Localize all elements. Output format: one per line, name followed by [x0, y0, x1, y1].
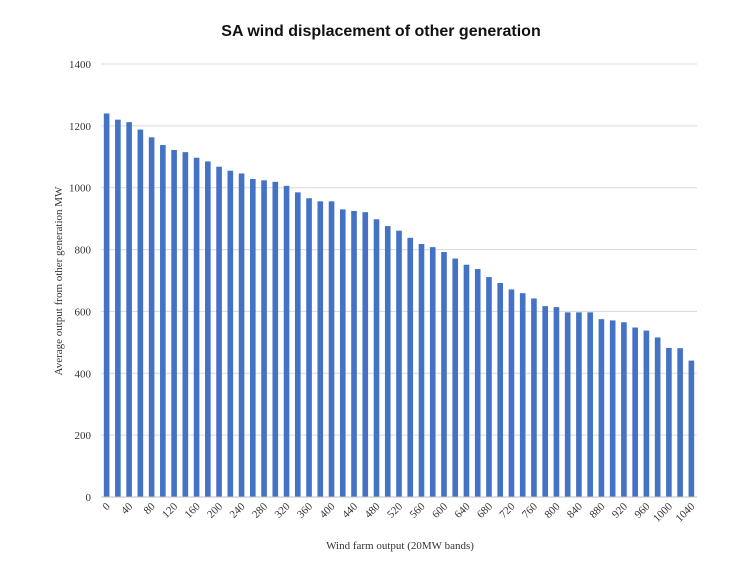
x-tick-label: 80 — [141, 500, 158, 517]
x-tick-label: 880 — [587, 500, 608, 521]
bar-100 — [160, 145, 166, 498]
y-tick-label: 200 — [75, 430, 92, 442]
bar-340 — [294, 192, 301, 497]
bar-140 — [182, 152, 189, 497]
bar-280 — [261, 180, 267, 497]
bar-660 — [474, 269, 481, 497]
bar-160 — [193, 157, 200, 498]
y-tick-label: 800 — [75, 245, 92, 257]
x-tick-label: 40 — [119, 500, 136, 517]
bar-series — [103, 113, 695, 498]
x-axis-title: Wind farm output (20MW bands) — [326, 540, 474, 552]
bar-860 — [587, 312, 593, 497]
bar-500 — [384, 226, 391, 497]
x-tick-label: 160 — [183, 500, 204, 521]
bar-580 — [429, 247, 436, 497]
y-tick-label: 1000 — [69, 183, 92, 195]
x-tick-label: 320 — [273, 500, 294, 521]
bar-720 — [508, 289, 515, 497]
bar-700 — [497, 282, 504, 497]
bar-0 — [103, 113, 110, 497]
bar-480 — [373, 219, 380, 498]
bar-220 — [227, 170, 234, 498]
bar-540 — [407, 237, 414, 497]
bar-880 — [598, 319, 605, 497]
x-axis-tick-labels: 0 40 80 120 160 200 240 280 320 360 400 440 480 520 56… — [100, 500, 697, 524]
x-tick-label: 360 — [295, 500, 316, 521]
bar-900 — [609, 320, 616, 497]
x-tick-label: 280 — [250, 500, 271, 521]
bar-420 — [339, 209, 346, 497]
bar-460 — [362, 212, 369, 497]
x-tick-label: 920 — [610, 500, 631, 521]
y-tick-label: 1400 — [69, 59, 92, 71]
bar-60 — [137, 129, 144, 497]
x-tick-label: 760 — [520, 500, 541, 521]
x-tick-label: 440 — [340, 500, 361, 521]
bar-940 — [632, 327, 638, 497]
y-axis-tick-labels: 0 200 400 600 800 1000 1200 1400 — [69, 59, 92, 504]
x-tick-label: 240 — [228, 500, 249, 521]
bar-1040 — [688, 360, 695, 497]
bar-980 — [654, 337, 661, 497]
bar-200 — [216, 166, 222, 497]
x-tick-label: 1000 — [651, 500, 675, 524]
bar-920 — [621, 322, 627, 497]
bar-240 — [238, 173, 245, 498]
chart-title: SA wind displacement of other generation — [221, 23, 540, 40]
bar-760 — [531, 298, 537, 497]
bar-520 — [396, 230, 402, 497]
bar-300 — [272, 181, 279, 497]
x-tick-label: 560 — [407, 500, 428, 521]
bar-400 — [328, 201, 335, 497]
bar-320 — [283, 185, 290, 497]
bar-680 — [486, 277, 492, 497]
bar-120 — [171, 149, 177, 497]
bar-40 — [126, 122, 132, 497]
x-tick-label: 840 — [565, 500, 586, 521]
y-tick-label: 400 — [75, 368, 92, 380]
bar-80 — [148, 137, 155, 497]
bar-440 — [351, 210, 357, 498]
y-axis-title: Average output from other generation MW — [53, 186, 65, 375]
x-tick-label: 400 — [317, 500, 338, 521]
x-tick-label: 720 — [497, 500, 518, 521]
bar-800 — [553, 307, 560, 497]
y-tick-label: 1200 — [69, 121, 92, 133]
bar-1000 — [666, 347, 672, 497]
x-tick-label: 0 — [100, 500, 113, 513]
bar-820 — [564, 312, 571, 497]
bar-600 — [441, 252, 447, 497]
bar-640 — [463, 264, 470, 497]
x-tick-label: 800 — [542, 500, 563, 521]
bar-780 — [542, 306, 548, 497]
bar-620 — [452, 258, 459, 497]
bar-840 — [576, 312, 582, 497]
y-tick-label: 0 — [86, 492, 92, 504]
x-tick-label: 200 — [205, 500, 226, 521]
x-tick-label: 960 — [632, 500, 653, 521]
x-tick-label: 680 — [475, 500, 496, 521]
bar-360 — [306, 198, 312, 498]
bar-180 — [205, 161, 211, 498]
bar-740 — [519, 293, 526, 497]
bar-1020 — [677, 348, 683, 497]
bar-20 — [115, 119, 121, 498]
x-tick-label: 120 — [160, 500, 181, 521]
x-tick-label: 1040 — [673, 500, 697, 524]
x-tick-label: 640 — [452, 500, 473, 521]
bar-560 — [418, 244, 425, 497]
x-tick-label: 600 — [430, 500, 451, 521]
y-tick-label: 600 — [75, 306, 92, 318]
x-tick-label: 520 — [385, 500, 406, 521]
bar-260 — [250, 179, 256, 497]
bar-960 — [643, 330, 650, 497]
bar-380 — [317, 201, 324, 497]
x-tick-label: 480 — [362, 500, 383, 521]
